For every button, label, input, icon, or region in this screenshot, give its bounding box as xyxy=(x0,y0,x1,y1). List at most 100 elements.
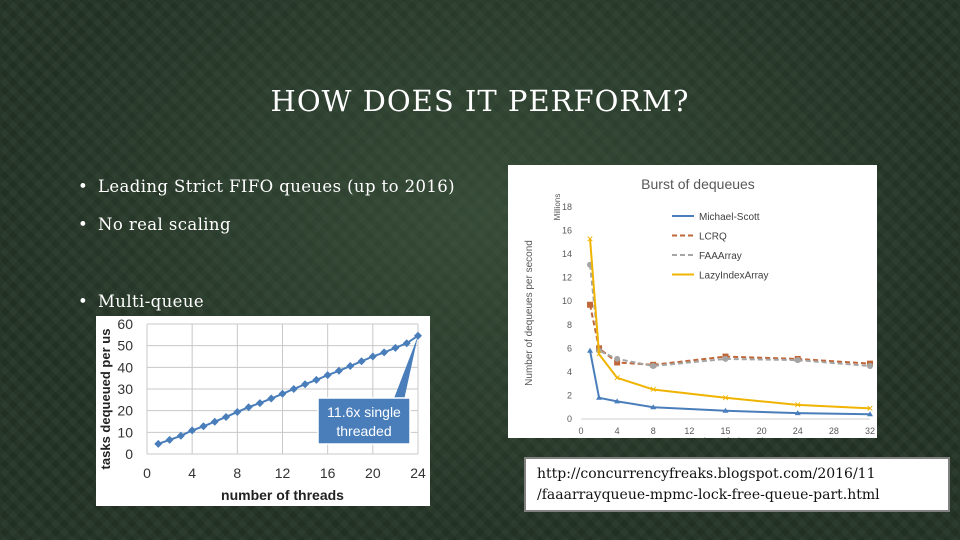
callout-text: threaded xyxy=(336,423,391,439)
bullet-dot: • xyxy=(78,292,89,311)
callout-text: 11.6x single xyxy=(327,404,401,420)
data-point xyxy=(650,363,657,369)
x-tick-label: 8 xyxy=(651,426,656,436)
data-point xyxy=(368,352,377,361)
data-point xyxy=(210,417,219,426)
x-tick-label: 16 xyxy=(320,465,336,481)
y-tick-label: 60 xyxy=(117,316,133,332)
y-tick-label: 50 xyxy=(117,338,133,354)
y-tick-label: 6 xyxy=(567,343,572,353)
legend-label: LCRQ xyxy=(699,232,727,243)
slide-title: HOW DOES IT PERFORM? xyxy=(270,84,690,118)
x-tick-label: 4 xyxy=(188,465,196,481)
data-point xyxy=(176,431,185,440)
data-point xyxy=(278,389,287,398)
data-point: ✕ xyxy=(586,234,594,244)
legend-label: FAAArray xyxy=(699,251,742,262)
data-point xyxy=(722,407,729,413)
x-tick-label: 32 xyxy=(865,426,875,436)
data-point xyxy=(222,412,231,421)
data-point xyxy=(794,357,801,364)
scaling-chart: 0 10 20 30 40 50 60 0 4 8 12 16 20 24 number of thread… xyxy=(96,316,430,506)
x-tick-label: 24 xyxy=(793,426,803,436)
source-url-line-1[interactable]: http://concurrencyfreaks.blogspot.com/20… xyxy=(537,466,876,482)
y-axis-label: tasks dequeued per us xyxy=(98,329,113,470)
y-tick-label: 10 xyxy=(117,424,133,440)
data-point: ✕ xyxy=(595,349,603,359)
bullet-text: Leading Strict FIFO queues (up to 2016) xyxy=(98,177,455,196)
series-line-lazyindexarray xyxy=(589,238,871,410)
data-point xyxy=(414,331,422,340)
x-tick-label: 0 xyxy=(143,465,151,481)
data-point xyxy=(867,363,873,369)
bullet-text: Multi-queue xyxy=(98,292,205,311)
series-line-lcrq xyxy=(589,304,871,366)
data-point xyxy=(346,362,355,371)
data-point xyxy=(402,339,411,348)
chart-title: Burst of dequeues xyxy=(641,176,755,192)
data-point xyxy=(165,435,174,444)
data-point xyxy=(334,366,343,375)
data-point xyxy=(596,394,603,400)
bullet-dot: • xyxy=(78,177,89,196)
legend-label: Michael-Scott xyxy=(699,212,760,223)
scaling-chart-svg: 0 10 20 30 40 50 60 0 4 8 12 16 20 24 number of thread… xyxy=(98,316,426,503)
bullet-item: • Leading Strict FIFO queues (up to 2016) xyxy=(78,177,455,196)
data-point: ✕ xyxy=(613,373,621,383)
data-point xyxy=(614,355,621,362)
data-point: ✕ xyxy=(722,393,730,403)
bullet-item: • Multi-queue xyxy=(78,292,204,311)
x-tick-label: 24 xyxy=(410,465,426,481)
data-point: ✕ xyxy=(866,403,874,413)
data-point: ✕ xyxy=(649,385,657,395)
source-url-line-2[interactable]: /faaarrayqueue-mpmc-lock-free-queue-part… xyxy=(537,487,880,503)
data-point xyxy=(391,343,400,352)
data-point xyxy=(722,355,729,362)
y-tick-label: 0 xyxy=(125,446,133,462)
bullet-dot: • xyxy=(78,215,89,234)
data-point xyxy=(380,348,389,357)
data-point xyxy=(244,403,253,412)
data-point xyxy=(233,407,242,416)
data-point xyxy=(301,380,310,389)
data-point xyxy=(587,301,594,308)
y-tick-label: 10 xyxy=(562,296,572,306)
burst-chart: Burst of dequeues 0 2 4 6 8 10 12 14 16 18 0 4 8 12 15 2… xyxy=(508,165,877,448)
x-tick-label: 0 xyxy=(578,426,583,436)
y-tick-label: 14 xyxy=(562,249,572,259)
x-tick-label: 28 xyxy=(829,426,839,436)
x-tick-label: 8 xyxy=(233,465,241,481)
data-point xyxy=(357,357,366,366)
bullet-item: • No real scaling xyxy=(78,215,231,234)
y-tick-label: 2 xyxy=(567,390,572,400)
data-point xyxy=(289,385,298,393)
y-tick-label: 30 xyxy=(117,381,133,397)
y-tick-label: 8 xyxy=(567,320,572,330)
x-tick-label: 20 xyxy=(757,426,767,436)
data-point xyxy=(614,398,621,404)
bullet-text: No real scaling xyxy=(98,215,231,234)
y-tick-label: 16 xyxy=(562,226,572,236)
source-url-box[interactable]: http://concurrencyfreaks.blogspot.com/20… xyxy=(524,457,950,512)
y-tick-label: 20 xyxy=(117,403,133,419)
data-point xyxy=(323,371,332,380)
y-tick-label: 12 xyxy=(562,273,572,283)
y-tick-label: 40 xyxy=(117,359,133,375)
y-axis-label: Number of dequeues per second xyxy=(524,240,535,386)
data-point xyxy=(867,411,873,417)
data-point xyxy=(794,410,801,416)
callout-box xyxy=(317,397,411,445)
x-tick-label: 20 xyxy=(365,465,381,481)
data-point xyxy=(199,422,208,431)
data-point xyxy=(312,375,321,384)
y-tick-label: 0 xyxy=(567,414,572,424)
unit-label: Millions xyxy=(553,194,562,221)
data-point xyxy=(255,399,264,408)
data-point xyxy=(267,394,276,403)
data-point xyxy=(154,439,163,448)
y-tick-label: 18 xyxy=(562,202,572,212)
x-tick-label: 15 xyxy=(720,426,730,436)
x-tick-label: 4 xyxy=(615,426,620,436)
x-axis-label: Number of Threads xyxy=(683,437,769,438)
data-point: ✕ xyxy=(794,400,802,410)
